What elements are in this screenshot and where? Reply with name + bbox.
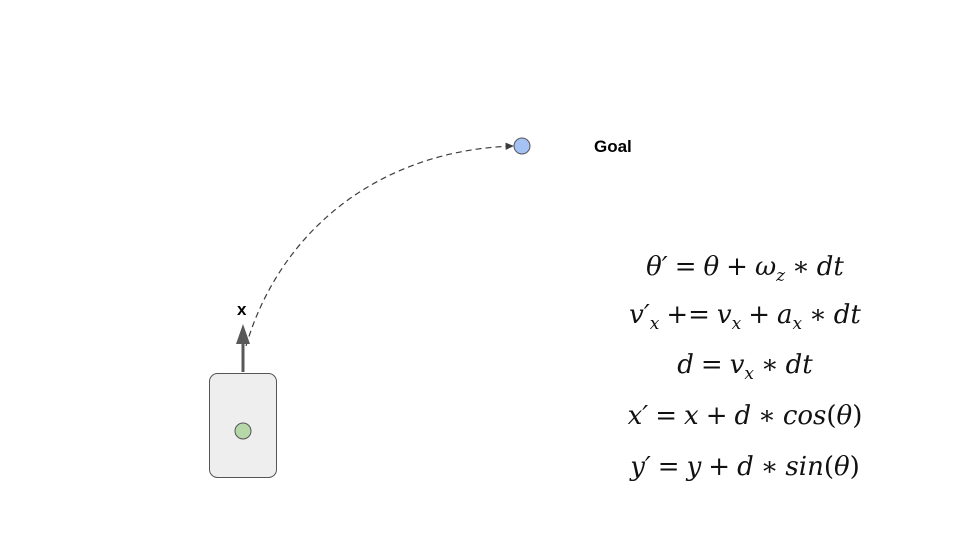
trajectory-path: [245, 142, 515, 347]
equation-x-update: x′ = x + d ∗ cos(θ): [627, 401, 863, 431]
robot-center-marker: [234, 422, 252, 440]
equation-theta-update: θ′ = θ + ωz ∗ dt: [646, 252, 844, 286]
equation-velocity-update: v′x += vx + ax ∗ dt: [629, 300, 861, 334]
equation-y-update: y′ = y + d ∗ sin(θ): [630, 452, 860, 482]
goal-marker: [513, 137, 531, 155]
goal-label: Goal: [594, 137, 632, 156]
heading-arrow-head: [236, 324, 250, 344]
heading-axis-label: x: [237, 300, 247, 319]
equation-distance: d = vx ∗ dt: [677, 350, 813, 384]
